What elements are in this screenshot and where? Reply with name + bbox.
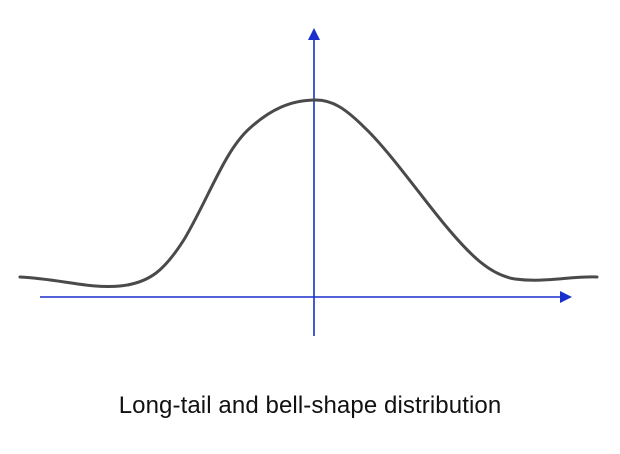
bell-curve bbox=[18, 98, 599, 289]
caption: Long-tail and bell-shape distribution bbox=[118, 392, 502, 419]
